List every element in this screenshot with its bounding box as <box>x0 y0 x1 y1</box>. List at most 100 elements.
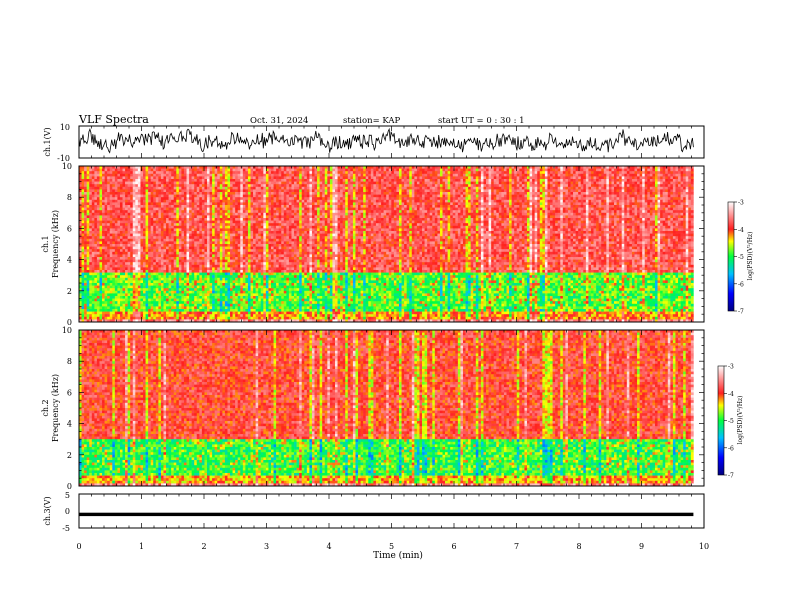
spectrogram-cell <box>314 166 318 169</box>
spectrogram-cell <box>493 205 497 208</box>
spectrogram-cell <box>480 205 484 208</box>
spectrogram-cell <box>294 194 297 198</box>
spectrogram-cell <box>654 184 658 188</box>
spectrogram-cell <box>378 176 382 180</box>
spectrogram-cell <box>514 181 518 185</box>
spectrogram-cell <box>183 192 187 195</box>
spectrogram-cell <box>117 194 121 198</box>
spectrogram-cell <box>304 186 308 190</box>
spectrogram-cell <box>409 176 413 180</box>
spectrogram-cell <box>588 207 592 211</box>
spectrogram-cell <box>667 194 671 198</box>
spectrogram-cell <box>386 194 390 198</box>
spectrogram-cell <box>588 168 592 172</box>
spectrogram-cell <box>209 176 213 180</box>
spectrogram-cell <box>206 166 210 169</box>
spectrogram-cell <box>670 186 674 190</box>
spectrogram-cell <box>616 171 620 175</box>
spectrogram-cell <box>596 197 599 201</box>
spectrogram-cell <box>273 176 277 180</box>
spectrogram-cell <box>237 173 241 177</box>
spectrogram-cell <box>319 210 323 214</box>
spectrogram-cell <box>158 215 162 219</box>
spectrogram-cell <box>253 194 256 198</box>
spectrogram-cell <box>544 194 548 198</box>
spectrogram-cell <box>445 192 448 195</box>
spectrogram-cell <box>639 210 643 214</box>
spectrogram-cell <box>102 202 105 206</box>
spectrogram-cell <box>434 207 438 211</box>
spectrogram-cell <box>593 173 597 177</box>
spectrogram-cell <box>590 215 594 219</box>
spectrogram-cell <box>158 166 162 169</box>
spectrogram-cell <box>209 186 213 190</box>
spectrogram-cell <box>511 166 515 169</box>
spectrogram-cell <box>629 179 633 182</box>
spectrogram-cell <box>299 166 303 169</box>
spectrogram-cell <box>649 186 653 190</box>
spectrogram-cell <box>462 207 466 211</box>
spectrogram-cell <box>306 186 310 190</box>
spectrogram-cell <box>657 173 661 177</box>
spectrogram-cell <box>662 210 666 214</box>
spectrogram-cell <box>143 194 146 198</box>
spectrogram-cell <box>158 186 162 190</box>
spectrogram-cell <box>196 202 200 206</box>
spectrogram-cell <box>155 218 159 221</box>
spectrogram-cell <box>511 199 515 203</box>
spectrogram-cell <box>381 189 384 193</box>
spectrogram-cell <box>227 205 231 208</box>
spectrogram-cell <box>242 199 246 203</box>
spectrogram-cell <box>631 194 635 198</box>
spectrogram-cell <box>422 215 425 219</box>
spectrogram-cell <box>347 192 351 195</box>
spectrogram-cell <box>219 194 223 198</box>
spectrogram-cell <box>186 210 190 214</box>
spectrogram-cell <box>491 194 494 198</box>
spectrogram-cell <box>519 194 523 198</box>
spectrogram-cell <box>222 202 226 206</box>
spectrogram-cell <box>393 181 397 185</box>
spectrogram-cell <box>690 215 694 219</box>
spectrogram-cell <box>217 202 221 206</box>
spectrogram-cell <box>329 212 333 216</box>
spectrogram-cell <box>288 171 292 175</box>
spectrogram-cell <box>445 186 448 190</box>
spectrogram-cell <box>119 192 123 195</box>
spectrogram-cell <box>143 176 146 180</box>
spectrogram-cell <box>181 212 185 216</box>
spectrogram-cell <box>631 171 635 175</box>
spectrogram-cell <box>214 197 218 201</box>
spectrogram-cell <box>596 212 599 216</box>
spectrogram-cell <box>616 212 620 216</box>
spectrogram-cell <box>196 194 200 198</box>
spectrogram-cell <box>424 212 428 216</box>
spectrogram-cell <box>503 186 507 190</box>
spectrogram-cell <box>245 189 249 193</box>
spectrogram-cell <box>84 179 87 182</box>
spectrogram-cell <box>373 166 377 169</box>
spectrogram-cell <box>690 171 694 175</box>
spectrogram-cell <box>608 184 612 188</box>
spectrogram-cell <box>667 189 671 193</box>
spectrogram-cell <box>475 173 479 177</box>
spectrogram-cell <box>473 215 477 219</box>
spectrogram-cell <box>647 184 651 188</box>
spectrogram-cell <box>608 173 612 177</box>
spectrogram-cell <box>388 179 392 182</box>
spectrogram-cell <box>201 181 205 185</box>
spectrogram-cell <box>311 212 315 216</box>
spectrogram-cell <box>222 181 226 185</box>
spectrogram-cell <box>340 184 343 188</box>
spectrogram-cell <box>317 189 320 193</box>
spectrogram-cell <box>250 189 254 193</box>
spectrogram-cell <box>314 184 318 188</box>
spectrogram-cell <box>468 184 471 188</box>
spectrogram-cell <box>276 205 279 208</box>
spectrogram-cell <box>578 176 582 180</box>
spectrogram-cell <box>265 199 269 203</box>
spectrogram-cell <box>460 197 464 201</box>
spectrogram-cell <box>186 184 190 188</box>
spectrogram-cell <box>373 168 377 172</box>
spectrogram-cell <box>478 212 482 216</box>
